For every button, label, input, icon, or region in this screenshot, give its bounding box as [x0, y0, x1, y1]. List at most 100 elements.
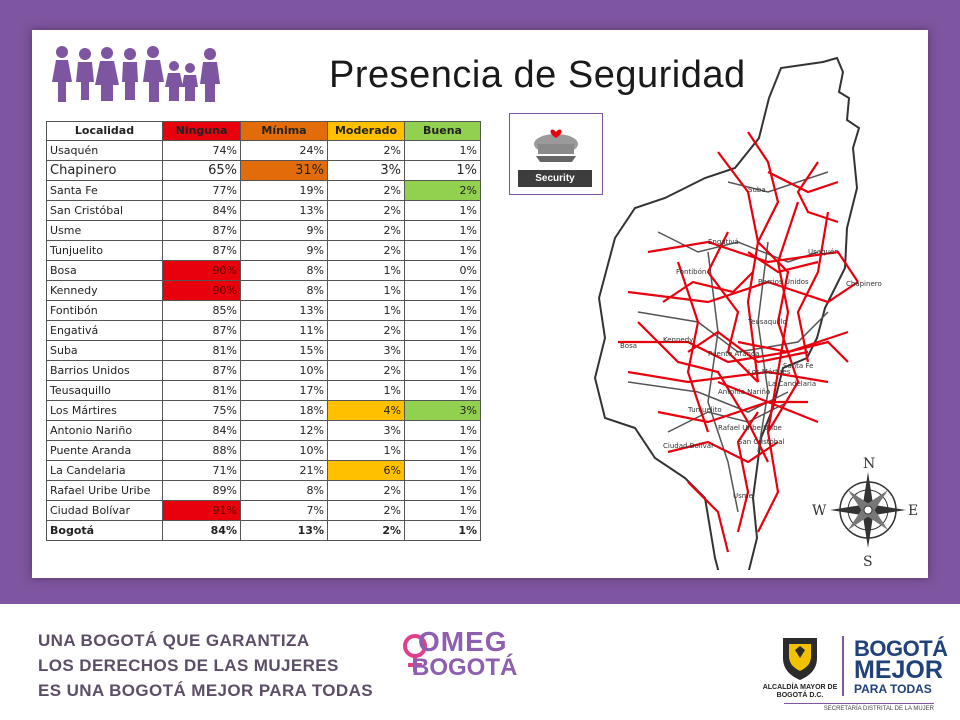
map-outline: [593, 56, 861, 590]
cell-ninguna: 77%: [162, 180, 241, 201]
cell-minima: 31%: [240, 160, 328, 181]
cell-ninguna: 87%: [162, 220, 241, 241]
header-moderado: Moderado: [327, 121, 405, 141]
cell-buena: 2%: [404, 180, 481, 201]
table-row: Puente Aranda 88% 10% 1% 1%: [46, 440, 481, 461]
cell-ninguna: 87%: [162, 360, 241, 381]
cell-moderado: 2%: [327, 480, 405, 501]
map-label-engativa: Engativá: [708, 238, 739, 246]
cell-minima: 17%: [240, 380, 328, 401]
compass-e: E: [908, 503, 918, 519]
bogota-map-svg: Suba Engativá Usaquén Fontibón Barrios U…: [593, 56, 918, 590]
cell-buena: 1%: [404, 320, 481, 341]
cell-moderado: 1%: [327, 260, 405, 281]
table-row: Ciudad Bolívar 91% 7% 2% 1%: [46, 500, 481, 521]
para-todas-text: PARA TODAS: [854, 682, 932, 696]
cell-minima: 13%: [240, 200, 328, 221]
cell-moderado: 6%: [327, 460, 405, 481]
cell-moderado: 1%: [327, 300, 405, 321]
cell-moderado: 2%: [327, 320, 405, 341]
cell-ninguna: 75%: [162, 400, 241, 421]
map-label-ciudad-bolivar: Ciudad Bolívar: [663, 442, 714, 450]
map-label-fontibon: Fontibón: [676, 268, 706, 276]
cell-minima: 8%: [240, 260, 328, 281]
cell-minima: 10%: [240, 360, 328, 381]
cell-localidad: La Candelaria: [46, 460, 163, 481]
table-row: Rafael Uribe Uribe 89% 8% 2% 1%: [46, 480, 481, 501]
map-label-puente-aranda: Puente Aranda: [708, 350, 760, 358]
cell-minima: 18%: [240, 400, 328, 421]
cell-moderado: 2%: [327, 140, 405, 161]
security-badge: Security: [509, 113, 603, 195]
cell-moderado: 3%: [327, 340, 405, 361]
table-row: Engativá 87% 11% 2% 1%: [46, 320, 481, 341]
table-row: Tunjuelito 87% 9% 2% 1%: [46, 240, 481, 261]
table-row: Teusaquillo 81% 17% 1% 1%: [46, 380, 481, 401]
compass-n: N: [863, 456, 875, 472]
table-row: Kennedy 90% 8% 1% 1%: [46, 280, 481, 301]
cell-ninguna: 87%: [162, 240, 241, 261]
cell-localidad: Kennedy: [46, 280, 163, 301]
cell-minima: 24%: [240, 140, 328, 161]
cell-ninguna: 90%: [162, 280, 241, 301]
table-row: Barrios Unidos 87% 10% 2% 1%: [46, 360, 481, 381]
header-localidad: Localidad: [46, 121, 163, 141]
map-label-los-martires: Los Mártires: [748, 368, 791, 376]
cell-minima: 12%: [240, 420, 328, 441]
cell-ninguna: 84%: [162, 520, 241, 541]
cell-buena: 1%: [404, 420, 481, 441]
cell-localidad: Bogotá: [46, 520, 163, 541]
cell-ninguna: 88%: [162, 440, 241, 461]
cell-minima: 9%: [240, 220, 328, 241]
omeg-bogota-text: BOGOTÁ: [412, 654, 518, 681]
cell-ninguna: 85%: [162, 300, 241, 321]
bogota-map: Suba Engativá Usaquén Fontibón Barrios U…: [568, 52, 928, 590]
cell-moderado: 2%: [327, 220, 405, 241]
header-ninguna: Ninguna: [162, 121, 241, 141]
cell-minima: 10%: [240, 440, 328, 461]
cell-minima: 11%: [240, 320, 328, 341]
map-label-kennedy: Kennedy: [663, 336, 693, 344]
map-label-la-candelaria: La Candelaria: [768, 380, 816, 388]
cell-localidad: Bosa: [46, 260, 163, 281]
header-buena: Buena: [404, 121, 481, 141]
cell-moderado: 2%: [327, 500, 405, 521]
omeg-text: OMEG: [418, 626, 508, 657]
cell-ninguna: 65%: [162, 160, 241, 181]
map-label-santa-fe: Santa Fe: [783, 362, 813, 370]
cell-buena: 3%: [404, 400, 481, 421]
map-label-tunjuelito: Tunjuelito: [687, 406, 722, 414]
cell-moderado: 2%: [327, 360, 405, 381]
cell-moderado: 1%: [327, 440, 405, 461]
cell-ninguna: 81%: [162, 340, 241, 361]
table-header-row: Localidad Ninguna Mínima Moderado Buena: [46, 121, 481, 141]
cell-buena: 1%: [404, 500, 481, 521]
cell-moderado: 2%: [327, 520, 405, 541]
table-row: Los Mártires 75% 18% 4% 3%: [46, 400, 481, 421]
map-label-antonio-narino: Antonio Nariño: [718, 388, 770, 396]
cell-minima: 7%: [240, 500, 328, 521]
cell-minima: 13%: [240, 300, 328, 321]
cell-localidad: Puente Aranda: [46, 440, 163, 461]
table-row: San Cristóbal 84% 13% 2% 1%: [46, 200, 481, 221]
security-label: Security: [518, 170, 592, 187]
slide-title: Presencia de Seguridad: [329, 54, 746, 96]
cell-ninguna: 84%: [162, 200, 241, 221]
footer-slogan-line3: ES UNA BOGOTÁ MEJOR PARA TODAS: [38, 681, 374, 700]
compass-w: W: [812, 503, 827, 519]
cell-buena: 0%: [404, 260, 481, 281]
map-label-chapinero: Chapinero: [846, 280, 882, 288]
omeg-logo: OMEG BOGOTÁ: [400, 626, 517, 706]
cell-buena: 1%: [404, 360, 481, 381]
cell-localidad: Fontibón: [46, 300, 163, 321]
cell-buena: 1%: [404, 140, 481, 161]
cell-buena: 1%: [404, 200, 481, 221]
cell-localidad: Rafael Uribe Uribe: [46, 480, 163, 501]
map-label-teusaquillo: Teusaquillo: [747, 318, 787, 326]
cell-ninguna: 74%: [162, 140, 241, 161]
cell-localidad: Chapinero: [46, 160, 163, 181]
secretaria-text: SECRETARÍA DISTRITAL DE LA MUJER: [784, 703, 934, 712]
table-row: Fontibón 85% 13% 1% 1%: [46, 300, 481, 321]
map-label-usaquen: Usaquén: [808, 248, 839, 256]
mejor-text: MEJOR: [854, 656, 943, 684]
